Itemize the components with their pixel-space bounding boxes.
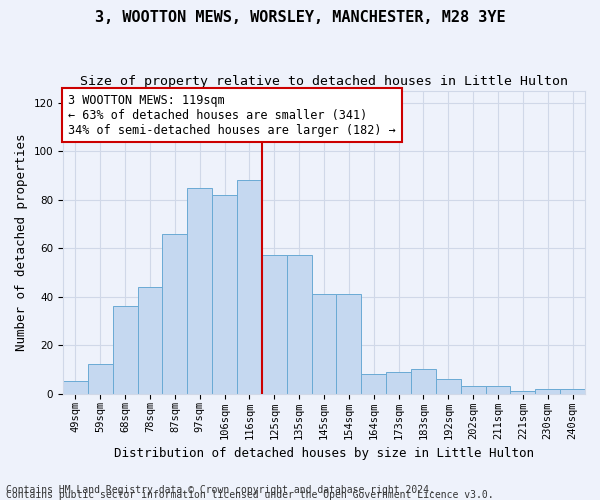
Bar [560, 388, 585, 394]
Bar [361, 374, 386, 394]
Bar [337, 294, 361, 394]
Bar [436, 379, 461, 394]
Bar [287, 256, 311, 394]
Text: Contains HM Land Registry data © Crown copyright and database right 2024.: Contains HM Land Registry data © Crown c… [6, 485, 435, 495]
Bar [411, 370, 436, 394]
Y-axis label: Number of detached properties: Number of detached properties [15, 134, 28, 351]
Bar [535, 388, 560, 394]
Bar [485, 386, 511, 394]
Bar [511, 391, 535, 394]
Bar [63, 382, 88, 394]
X-axis label: Distribution of detached houses by size in Little Hulton: Distribution of detached houses by size … [114, 447, 534, 460]
Bar [113, 306, 137, 394]
Bar [137, 287, 163, 394]
Text: 3, WOOTTON MEWS, WORSLEY, MANCHESTER, M28 3YE: 3, WOOTTON MEWS, WORSLEY, MANCHESTER, M2… [95, 10, 505, 25]
Bar [163, 234, 187, 394]
Bar [212, 195, 237, 394]
Bar [311, 294, 337, 394]
Bar [386, 372, 411, 394]
Bar [461, 386, 485, 394]
Bar [187, 188, 212, 394]
Text: 3 WOOTTON MEWS: 119sqm
← 63% of detached houses are smaller (341)
34% of semi-de: 3 WOOTTON MEWS: 119sqm ← 63% of detached… [68, 94, 396, 136]
Bar [88, 364, 113, 394]
Title: Size of property relative to detached houses in Little Hulton: Size of property relative to detached ho… [80, 75, 568, 88]
Bar [237, 180, 262, 394]
Text: Contains public sector information licensed under the Open Government Licence v3: Contains public sector information licen… [6, 490, 494, 500]
Bar [262, 256, 287, 394]
